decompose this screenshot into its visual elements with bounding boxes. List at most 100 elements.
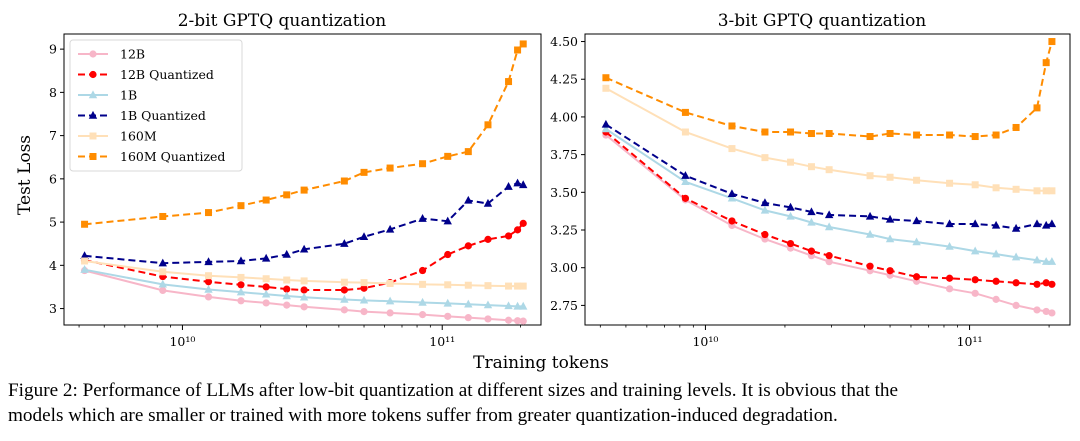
- point-1b: [443, 298, 452, 307]
- point-1b-quantized: [340, 239, 349, 247]
- point-12b-quantized: [866, 262, 874, 270]
- point-1b-quantized: [418, 214, 427, 222]
- y-tick-label: 8: [49, 85, 57, 100]
- point-160m-quantized: [386, 164, 394, 172]
- point-12b: [1033, 306, 1041, 314]
- point-160m-quantized: [761, 128, 769, 136]
- point-12b-quantized: [681, 194, 690, 202]
- x-tick-label: 10¹⁰: [692, 334, 718, 349]
- point-160m-quantized: [866, 133, 874, 141]
- y-tick-label: 3: [49, 301, 57, 316]
- point-1b: [504, 301, 513, 310]
- series-line-160m-quantized: [84, 43, 524, 226]
- series-line-1b: [605, 128, 1052, 263]
- point-160m-quantized: [1033, 104, 1041, 112]
- point-1b-quantized: [760, 198, 770, 207]
- y-tick-label: 3.25: [550, 223, 578, 238]
- figure-caption: Figure 2: Performance of LLMs after low-…: [8, 378, 1074, 428]
- x-tick-label: 10¹¹: [429, 334, 455, 349]
- point-160m: [825, 166, 833, 174]
- series-line-160m-quantized: [605, 41, 1053, 138]
- point-1b-quantized: [204, 257, 213, 266]
- point-12b-quantized: [786, 239, 795, 248]
- point-12b: [444, 312, 452, 320]
- point-1b: [945, 241, 954, 250]
- point-12b: [1042, 307, 1050, 316]
- point-12b-quantized: [340, 286, 348, 294]
- point-160m-quantized: [514, 46, 522, 54]
- point-12b: [484, 315, 492, 323]
- point-12b: [971, 289, 979, 297]
- point-1b-quantized: [158, 258, 167, 267]
- point-1b: [204, 284, 213, 293]
- plot-frame: [584, 33, 1071, 326]
- point-160m-quantized: [300, 186, 308, 194]
- point-160m: [1012, 185, 1020, 193]
- point-12b-quantized: [886, 267, 894, 275]
- point-160m: [946, 179, 954, 187]
- y-tick-label: 3.50: [550, 185, 578, 200]
- series-line-1b-quantized: [605, 123, 1053, 230]
- y-tick-label: 3.75: [550, 147, 578, 162]
- legend-box: [69, 39, 243, 172]
- point-1b: [418, 297, 427, 306]
- point-160m: [787, 158, 795, 166]
- point-12b-quantized: [360, 284, 368, 292]
- point-160m: [886, 173, 894, 181]
- point-1b: [340, 294, 349, 303]
- point-1b-quantized: [824, 210, 834, 219]
- point-160m: [283, 276, 291, 284]
- point-1b: [158, 279, 167, 288]
- point-1b-quantized: [786, 202, 795, 211]
- legend-marker-1b: [88, 90, 98, 99]
- point-12b-quantized: [283, 285, 291, 293]
- point-12b-quantized: [912, 273, 921, 281]
- point-1b-quantized: [1011, 223, 1021, 232]
- point-12b: [237, 297, 245, 305]
- point-1b-quantized: [483, 198, 493, 207]
- point-12b: [283, 301, 291, 309]
- point-12b: [992, 295, 1000, 303]
- point-160m: [419, 280, 427, 288]
- y-tick-label: 4.00: [550, 109, 578, 124]
- point-1b-quantized: [970, 219, 980, 228]
- point-160m-quantized: [728, 122, 736, 130]
- point-1b: [519, 301, 528, 310]
- point-160m: [681, 128, 689, 136]
- point-1b: [483, 300, 493, 309]
- point-12b-quantized: [519, 219, 527, 227]
- y-tick-label: 4.50: [550, 34, 578, 49]
- point-1b-quantized: [464, 195, 473, 204]
- point-160m-quantized: [360, 168, 368, 176]
- point-12b-quantized: [237, 281, 245, 289]
- point-160m-quantized: [81, 220, 89, 228]
- point-12b: [464, 314, 472, 322]
- point-160m-quantized: [283, 191, 291, 199]
- point-160m-quantized: [787, 128, 795, 136]
- point-1b-quantized: [80, 251, 89, 260]
- point-12b-quantized: [484, 235, 492, 243]
- point-12b-quantized: [825, 252, 833, 260]
- y-tick-label: 7: [49, 128, 57, 143]
- point-160m: [1048, 187, 1056, 195]
- point-160m-quantized: [519, 40, 527, 48]
- caption-line-1: Figure 2: Performance of LLMs after low-…: [8, 380, 899, 401]
- point-1b: [299, 292, 309, 301]
- x-axis-label: Training tokens: [473, 353, 609, 373]
- point-160m: [360, 279, 368, 287]
- point-160m: [1033, 187, 1041, 195]
- legend-marker-1b-quantized: [88, 110, 98, 119]
- point-1b-quantized: [519, 180, 528, 189]
- point-1b: [80, 265, 89, 273]
- point-160m: [505, 282, 513, 290]
- point-160m: [237, 273, 245, 281]
- point-160m-quantized: [444, 152, 452, 160]
- point-1b-quantized: [513, 178, 522, 187]
- point-1b-quantized: [1047, 219, 1057, 228]
- point-12b-quantized: [761, 230, 769, 239]
- point-160m: [514, 282, 522, 290]
- point-160m: [464, 281, 472, 289]
- point-160m: [519, 282, 527, 290]
- legend-marker-160m: [89, 132, 97, 140]
- point-12b-quantized: [1012, 279, 1020, 287]
